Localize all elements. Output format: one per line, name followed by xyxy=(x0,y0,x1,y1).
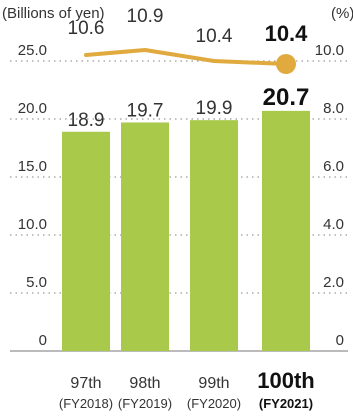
category-sublabel: (FY2018) xyxy=(59,396,113,411)
right-tick-label: 0 xyxy=(336,332,344,349)
left-tick-label: 15.0 xyxy=(18,158,47,175)
category-sublabel: (FY2019) xyxy=(118,396,172,411)
left-tick-label: 0 xyxy=(39,332,47,349)
right-tick-label: 4.0 xyxy=(323,216,344,233)
category-sublabel: (FY2020) xyxy=(187,396,241,411)
right-tick-label: 2.0 xyxy=(323,274,344,291)
line-series: 10.6 10.9 10.4 10.4 xyxy=(68,6,309,74)
category-labels: 97th (FY2018) 98th (FY2019) 99th (FY2020) 100t… xyxy=(59,368,315,411)
bar-value-label: 19.7 xyxy=(127,100,164,121)
bar xyxy=(121,122,169,351)
right-axis-unit-label: (%) xyxy=(331,5,353,22)
left-tick-label: 20.0 xyxy=(18,100,47,117)
right-tick-label: 10.0 xyxy=(315,42,344,59)
category-label: 100th xyxy=(257,368,314,393)
ratio-marker xyxy=(276,54,296,74)
bar xyxy=(190,120,238,351)
bar xyxy=(62,131,110,351)
bar-value-label: 19.9 xyxy=(196,98,233,119)
ratio-value-label: 10.6 xyxy=(68,18,105,39)
bar-value-label: 18.9 xyxy=(68,110,105,131)
category-sublabel: (FY2021) xyxy=(259,396,313,411)
category-label: 98th xyxy=(129,375,160,392)
ratio-value-label: 10.9 xyxy=(127,6,164,27)
right-tick-label: 6.0 xyxy=(323,158,344,175)
ratio-value-label: 10.4 xyxy=(265,21,309,46)
left-axis-unit-label: (Billions of yen) xyxy=(2,5,105,22)
ratio-value-label: 10.4 xyxy=(196,26,233,47)
left-tick-label: 5.0 xyxy=(26,274,47,291)
left-tick-label: 10.0 xyxy=(18,216,47,233)
bar xyxy=(262,110,310,351)
category-label: 99th xyxy=(198,375,229,392)
bar-series: 18.9 19.7 19.9 20.7 xyxy=(62,84,310,351)
right-tick-label: 8.0 xyxy=(323,100,344,117)
category-label: 97th xyxy=(70,375,101,392)
axis-labels: 0 0 5.0 2.0 10.0 4.0 15.0 6.0 20.0 8.0 25.0 10.0 xyxy=(18,42,344,349)
ratio-line xyxy=(84,48,288,66)
bar-value-label: 20.7 xyxy=(263,84,310,111)
left-tick-label: 25.0 xyxy=(18,42,47,59)
